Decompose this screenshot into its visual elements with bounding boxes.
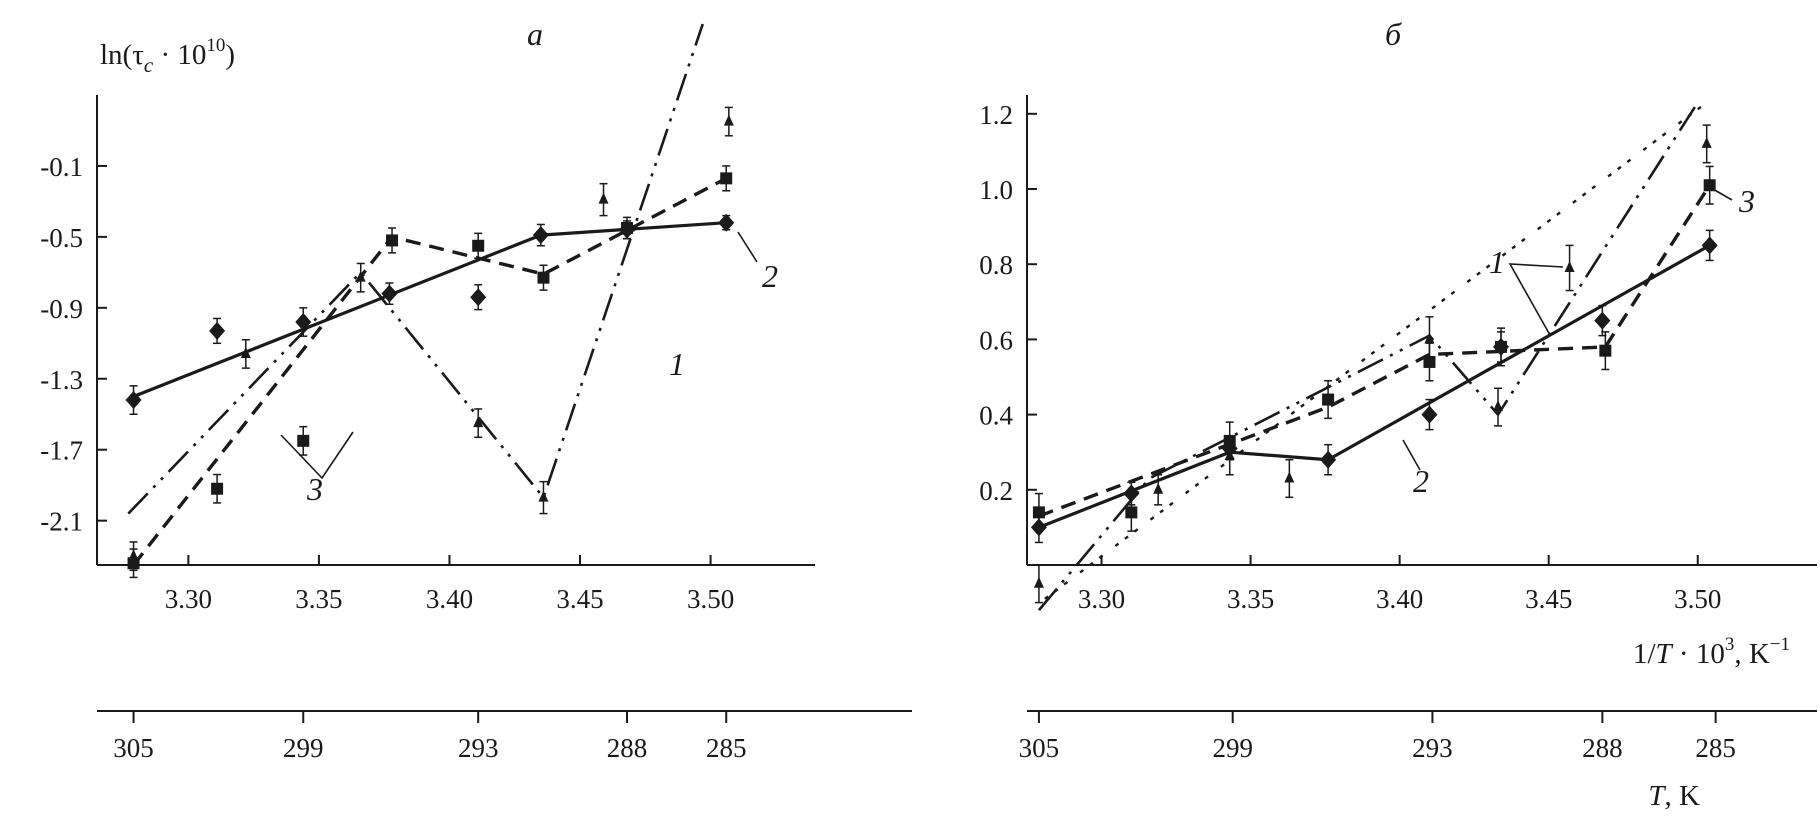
panel-label: б bbox=[1385, 16, 1402, 52]
temperature-tick-label: 299 bbox=[1212, 733, 1253, 763]
series-2-point bbox=[1701, 236, 1718, 255]
temperature-tick-label: 293 bbox=[1412, 733, 1453, 763]
curve-label-1: 1 bbox=[669, 346, 685, 382]
curve-label-1-leader bbox=[1508, 263, 1564, 336]
curve-label-3-leader bbox=[280, 431, 354, 480]
x-tick-label: 3.40 bbox=[1376, 584, 1423, 614]
x-tick-label: 3.30 bbox=[1078, 584, 1125, 614]
x-tick-label: 3.35 bbox=[295, 584, 342, 614]
series-3-point bbox=[1495, 340, 1507, 353]
x-tick-label: 3.45 bbox=[1525, 584, 1572, 614]
series-2-fit-line bbox=[1038, 244, 1711, 529]
series-1-point bbox=[723, 114, 734, 126]
series-2-point bbox=[1421, 405, 1438, 424]
curve-label-1: 1 bbox=[1489, 244, 1505, 280]
series-1-point bbox=[1493, 400, 1504, 412]
temperature-tick-label: 305 bbox=[113, 733, 154, 763]
series-1-point bbox=[473, 416, 484, 428]
series-2 bbox=[125, 213, 735, 415]
series-1-point bbox=[240, 346, 251, 358]
series-1-point bbox=[1424, 332, 1435, 344]
temperature-tick-label: 285 bbox=[1695, 733, 1736, 763]
temperature-tick-label: 299 bbox=[283, 733, 324, 763]
series-1-point bbox=[355, 270, 366, 282]
y-axis-label: ln(τc · 1010) bbox=[100, 35, 235, 77]
y-tick-label: -0.9 bbox=[40, 294, 83, 324]
series-1 bbox=[1033, 101, 1712, 611]
y-tick-label: -1.3 bbox=[40, 365, 83, 395]
x-tick-label: 3.35 bbox=[1227, 584, 1274, 614]
panel-b: 1.2 1.0 0.8 0.6 0.4 0.2 3.30 3.35 3.40 3.45 3.50 30… bbox=[979, 16, 1817, 812]
y-tick-label: 0.2 bbox=[979, 476, 1013, 506]
temperature-tick-label: 288 bbox=[1582, 733, 1623, 763]
series-2-point bbox=[532, 226, 549, 245]
temperature-axis-label: T, K bbox=[1648, 780, 1700, 812]
series-2 bbox=[1030, 229, 1718, 544]
x-axis-label: 1/T · 103, K−1 bbox=[1633, 634, 1790, 670]
series-3-point bbox=[1125, 506, 1138, 519]
series-3-point bbox=[537, 271, 550, 284]
y-tick-label: 0.4 bbox=[979, 401, 1013, 431]
series-2-point bbox=[209, 321, 226, 340]
x-tick-label: 3.45 bbox=[556, 584, 603, 614]
series-1-point bbox=[1224, 448, 1235, 460]
curve-label-2-leader bbox=[1402, 439, 1421, 471]
curve-label-2: 2 bbox=[1413, 463, 1429, 499]
series-3-point bbox=[1599, 344, 1612, 357]
series-1-point bbox=[128, 549, 139, 561]
y-tick-label: 1.2 bbox=[979, 100, 1013, 130]
series-1-fit-line bbox=[127, 23, 704, 515]
panel-a: -0.1 -0.5 -0.9 -1.3 -1.7 -2.1 3.30 3.35 3.40 3.45… bbox=[40, 16, 912, 763]
series-3-point bbox=[297, 434, 310, 447]
curve-label-2-leader bbox=[737, 231, 758, 263]
x-tick-label: 3.40 bbox=[426, 584, 473, 614]
x-tick-label: 3.50 bbox=[687, 584, 734, 614]
series-2-fit-line bbox=[132, 221, 727, 398]
y-tick-label: 0.8 bbox=[979, 250, 1013, 280]
series-3-point bbox=[211, 482, 224, 495]
series-1-point bbox=[1701, 136, 1712, 148]
series-3-point bbox=[1322, 393, 1335, 406]
series-1-point bbox=[1153, 482, 1164, 494]
series-2-point bbox=[470, 288, 487, 307]
y-tick-label: 0.6 bbox=[979, 325, 1013, 355]
x-tick-label: 3.50 bbox=[1674, 584, 1721, 614]
curve-label-2: 2 bbox=[762, 258, 778, 294]
temperature-tick-label: 285 bbox=[706, 733, 747, 763]
series-3-point bbox=[386, 234, 399, 247]
curve-label-3: 3 bbox=[306, 471, 323, 507]
temperature-tick-label: 293 bbox=[458, 733, 499, 763]
series-2-point bbox=[1320, 450, 1337, 469]
series-1-fit-line bbox=[1037, 101, 1699, 611]
series-1-point bbox=[1564, 260, 1575, 272]
series-3 bbox=[1032, 165, 1716, 532]
series-3-point bbox=[720, 172, 733, 185]
y-tick-label: -1.7 bbox=[40, 436, 83, 466]
series-2-point bbox=[381, 284, 398, 303]
series-2-point bbox=[718, 213, 735, 232]
series-1-point bbox=[1284, 471, 1295, 483]
series-3-fit-line bbox=[132, 176, 728, 567]
series-2-point bbox=[125, 391, 142, 410]
series-3-point bbox=[472, 239, 485, 252]
curve-label-3-leader bbox=[1705, 184, 1733, 201]
y-tick-label: -0.1 bbox=[40, 152, 83, 182]
series-1-point bbox=[598, 192, 609, 204]
series-3-point bbox=[621, 222, 634, 235]
panel-label: а bbox=[527, 16, 543, 52]
series-3-point bbox=[1032, 506, 1045, 519]
temperature-tick-label: 288 bbox=[607, 733, 648, 763]
x-tick-label: 3.30 bbox=[165, 584, 212, 614]
y-tick-label: -0.5 bbox=[40, 223, 83, 253]
y-tick-label: -2.1 bbox=[40, 507, 83, 537]
series-1 bbox=[127, 23, 734, 572]
y-tick-label: 1.0 bbox=[979, 175, 1013, 205]
temperature-tick-label: 305 bbox=[1019, 733, 1060, 763]
series-1-point bbox=[538, 490, 549, 502]
curve-label-3: 3 bbox=[1738, 183, 1755, 219]
series-2-point bbox=[1594, 311, 1611, 330]
series-1-point bbox=[1033, 576, 1044, 588]
